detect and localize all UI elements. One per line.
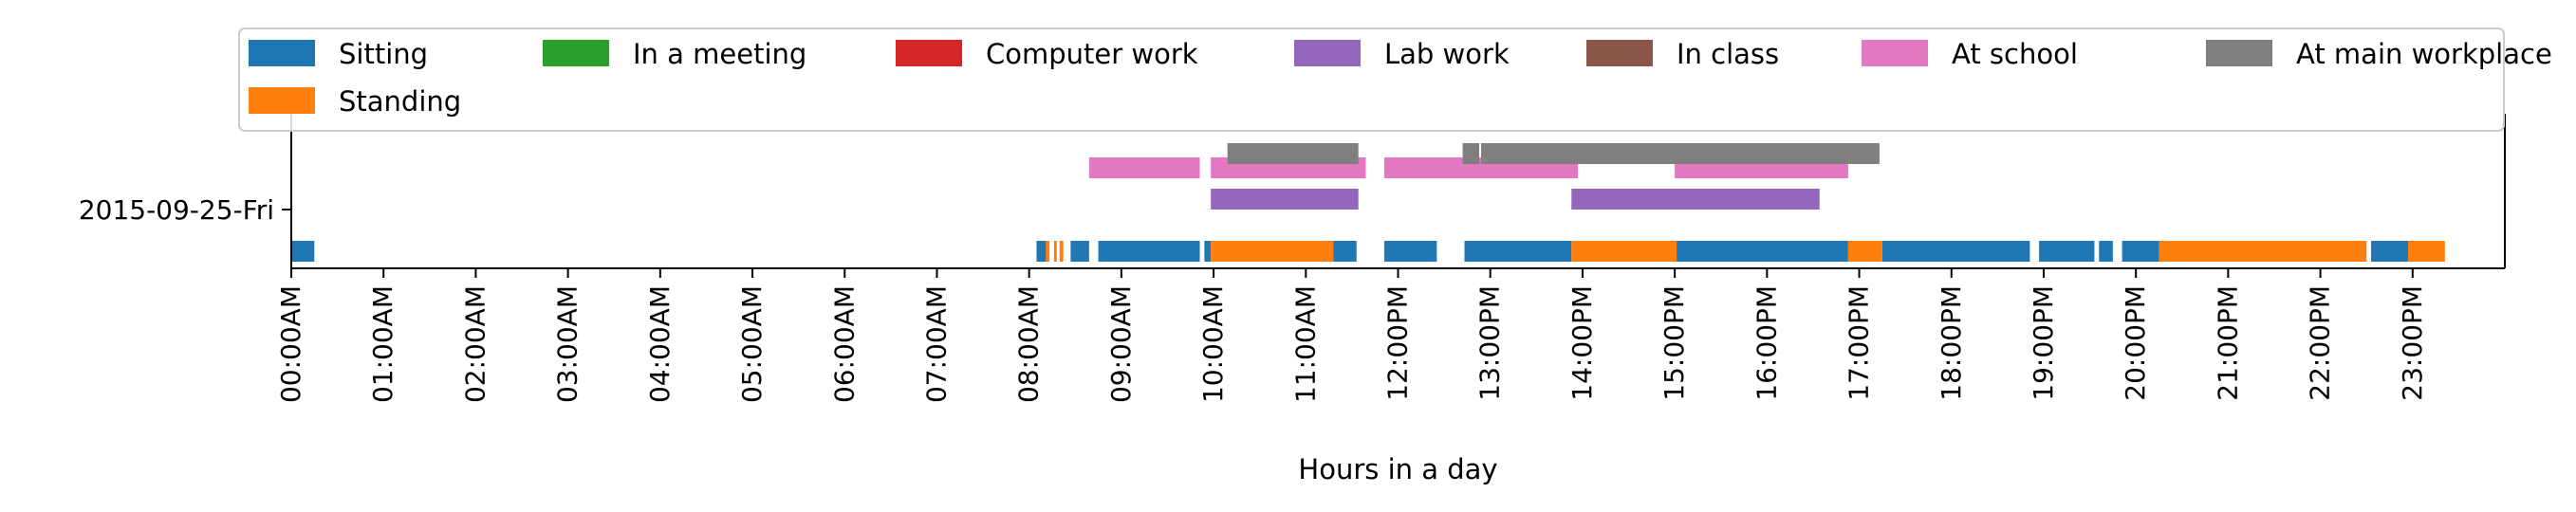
x-tick-label-0: 00:00AM — [275, 285, 306, 403]
bar-standing-3 — [1211, 241, 1334, 262]
x-tick-label-22: 22:00PM — [2305, 285, 2336, 401]
bar-sitting-2 — [1070, 241, 1089, 262]
x-tick-label-2: 02:00AM — [459, 285, 491, 403]
x-tick-label-21: 21:00PM — [2212, 285, 2243, 401]
x-axis: 00:00AM 01:00AM 02:00AM 03:00AM 04:00AM 05:00… — [275, 268, 2428, 485]
bar-sitting-4 — [1204, 241, 1212, 262]
x-tick-label-4: 04:00AM — [644, 285, 676, 403]
bar-sitting-13 — [2371, 241, 2413, 262]
bar-standing-7 — [2407, 241, 2445, 262]
legend-label-standing: Standing — [339, 85, 461, 118]
y-axis: 2015-09-25-Fri — [79, 194, 291, 226]
x-axis-label: Hours in a day — [1298, 453, 1497, 485]
x-tick-label-1: 01:00AM — [367, 285, 398, 403]
bar-sitting-5 — [1328, 241, 1357, 262]
bar-standing-4 — [1571, 241, 1677, 262]
x-tick-label-5: 05:00AM — [736, 285, 768, 403]
legend-swatch-in-class — [1586, 40, 1653, 66]
x-tick-label-17: 17:00PM — [1844, 285, 1875, 401]
x-tick-label-19: 19:00PM — [2028, 285, 2059, 401]
legend-swatch-computer-work — [896, 40, 962, 66]
x-tick-label-8: 08:00AM — [1013, 285, 1045, 403]
bar-sitting-8 — [1677, 241, 1848, 262]
bar-sitting-11 — [2099, 241, 2113, 262]
bar-sitting-7 — [1464, 241, 1572, 262]
legend-swatch-at-main-workplace — [2206, 40, 2272, 66]
bar-lab-work-1 — [1571, 189, 1820, 210]
legend-swatch-standing — [249, 87, 315, 114]
bar-at-school-0 — [1088, 157, 1200, 178]
bar-standing-2 — [1059, 241, 1064, 262]
bar-sitting-9 — [1881, 241, 2030, 262]
x-tick-label-14: 14:00PM — [1566, 285, 1598, 401]
legend-label-in-class: In class — [1677, 38, 1779, 70]
bar-sitting-0 — [291, 241, 315, 262]
x-tick-label-3: 03:00AM — [552, 285, 584, 403]
x-tick-label-13: 13:00PM — [1474, 285, 1506, 401]
legend-label-at-main-workplace: At main workplace — [2296, 38, 2552, 70]
bar-sitting-12 — [2122, 241, 2159, 262]
legend-swatch-sitting — [249, 40, 315, 66]
bar-standing-1 — [1053, 241, 1057, 262]
legend-label-sitting: Sitting — [339, 38, 428, 70]
legend-swatch-lab-work — [1294, 40, 1361, 66]
legend: Sitting Standing In a meeting Computer work… — [238, 27, 2552, 132]
legend-label-at-school: At school — [1952, 38, 2078, 70]
legend-box — [238, 27, 2505, 132]
bar-standing-6 — [2159, 241, 2367, 262]
x-tick-label-7: 07:00AM — [920, 285, 952, 403]
y-tick-label-0: 2015-09-25-Fri — [79, 194, 274, 226]
legend-label-in-a-meeting: In a meeting — [633, 38, 806, 70]
bar-at-main-workplace-0 — [1227, 143, 1359, 164]
bar-sitting-3 — [1098, 241, 1200, 262]
x-tick-label-10: 10:00AM — [1197, 285, 1229, 403]
legend-swatch-in-a-meeting — [543, 40, 609, 66]
x-tick-label-9: 09:00AM — [1105, 285, 1137, 403]
x-tick-label-18: 18:00PM — [1936, 285, 1967, 401]
bar-sitting-10 — [2039, 241, 2095, 262]
plot-area — [290, 114, 2506, 269]
x-tick-label-16: 16:00PM — [1751, 285, 1782, 401]
x-tick-label-6: 06:00AM — [828, 285, 860, 403]
x-tick-label-12: 12:00PM — [1382, 285, 1414, 401]
x-tick-label-15: 15:00PM — [1659, 285, 1690, 401]
bar-at-main-workplace-1 — [1462, 143, 1480, 164]
legend-label-computer-work: Computer work — [986, 38, 1198, 70]
x-tick-label-20: 20:00PM — [2120, 285, 2151, 401]
bar-lab-work-0 — [1211, 189, 1359, 210]
legend-label-lab-work: Lab work — [1384, 38, 1510, 70]
bar-standing-0 — [1046, 241, 1050, 262]
x-tick-label-23: 23:00PM — [2397, 285, 2428, 401]
bar-standing-5 — [1847, 241, 1882, 262]
legend-swatch-at-school — [1862, 40, 1928, 66]
bar-sitting-6 — [1383, 241, 1437, 262]
bar-at-main-workplace-2 — [1480, 143, 1880, 164]
x-tick-label-11: 11:00AM — [1289, 285, 1321, 403]
